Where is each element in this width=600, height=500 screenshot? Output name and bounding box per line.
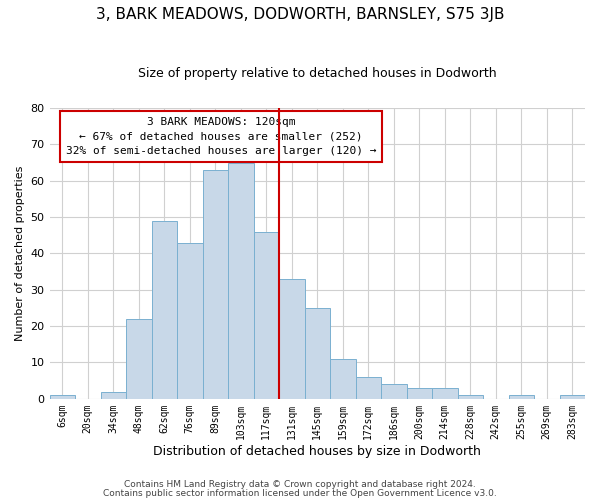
Y-axis label: Number of detached properties: Number of detached properties [15,166,25,341]
Bar [509,395,534,399]
Bar [101,392,126,399]
Bar [381,384,407,399]
Bar [356,377,381,399]
Bar [432,388,458,399]
Bar [254,232,279,399]
Bar [458,395,483,399]
Bar [228,162,254,399]
Bar [305,308,330,399]
X-axis label: Distribution of detached houses by size in Dodworth: Distribution of detached houses by size … [154,444,481,458]
Bar [560,395,585,399]
Text: Contains HM Land Registry data © Crown copyright and database right 2024.: Contains HM Land Registry data © Crown c… [124,480,476,489]
Bar [407,388,432,399]
Text: 3 BARK MEADOWS: 120sqm
← 67% of detached houses are smaller (252)
32% of semi-de: 3 BARK MEADOWS: 120sqm ← 67% of detached… [65,117,376,156]
Bar [152,220,177,399]
Bar [203,170,228,399]
Bar [279,279,305,399]
Bar [50,395,75,399]
Bar [330,359,356,399]
Bar [177,242,203,399]
Bar [126,319,152,399]
Title: Size of property relative to detached houses in Dodworth: Size of property relative to detached ho… [138,68,497,80]
Text: Contains public sector information licensed under the Open Government Licence v3: Contains public sector information licen… [103,489,497,498]
Text: 3, BARK MEADOWS, DODWORTH, BARNSLEY, S75 3JB: 3, BARK MEADOWS, DODWORTH, BARNSLEY, S75… [96,8,504,22]
